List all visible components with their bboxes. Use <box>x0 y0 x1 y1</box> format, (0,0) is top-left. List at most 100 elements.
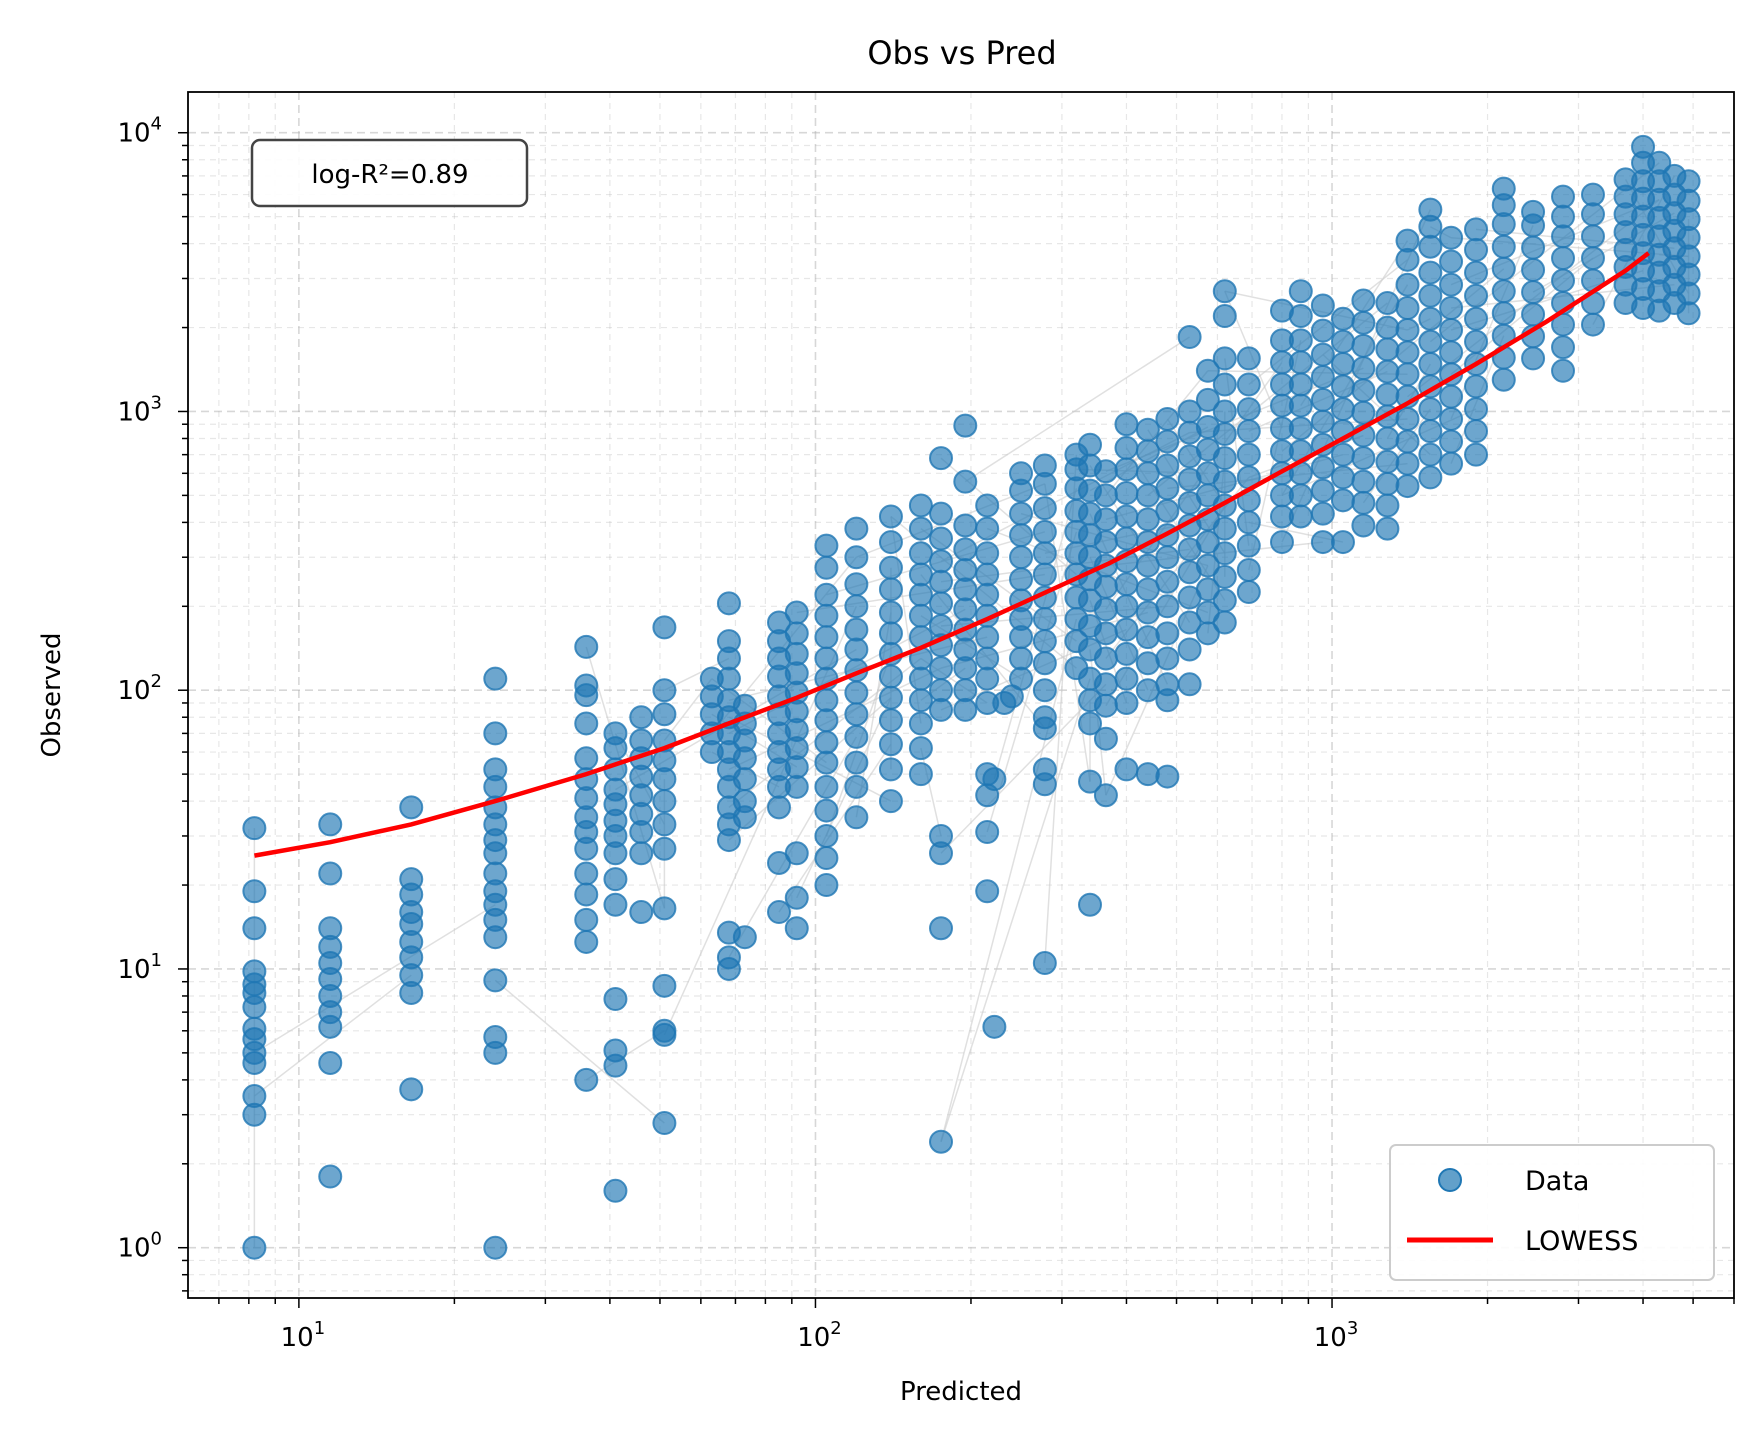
data-point <box>1418 283 1443 308</box>
data-point <box>1551 358 1576 383</box>
data-point <box>929 501 954 526</box>
data-point <box>814 582 839 607</box>
data-point <box>242 1235 267 1260</box>
data-point <box>1551 204 1576 229</box>
data-point <box>574 673 599 698</box>
data-point <box>652 1111 677 1136</box>
data-point <box>574 882 599 907</box>
connector-line <box>964 336 1191 483</box>
data-point <box>975 541 1000 566</box>
data-point <box>1009 501 1034 526</box>
data-point <box>953 597 978 622</box>
data-point <box>1375 382 1400 407</box>
data-point <box>1580 182 1605 207</box>
data-point <box>574 907 599 932</box>
data-point <box>1032 678 1057 703</box>
data-point <box>716 591 741 616</box>
data-point <box>1330 329 1355 354</box>
data-point <box>1236 372 1261 397</box>
y-tick-label: 102 <box>117 671 162 706</box>
data-point <box>1236 580 1261 605</box>
connector-line <box>796 697 892 899</box>
data-point <box>1236 419 1261 444</box>
data-point <box>1114 435 1139 460</box>
data-point <box>814 708 839 733</box>
data-point <box>1212 469 1237 494</box>
data-point <box>1009 461 1034 486</box>
data-point <box>1330 306 1355 331</box>
data-point <box>1093 693 1118 718</box>
data-point <box>1236 533 1261 558</box>
data-point <box>1114 504 1139 529</box>
data-point <box>1236 346 1261 371</box>
data-point <box>1093 574 1118 599</box>
data-point <box>1330 442 1355 467</box>
data-point <box>1195 577 1220 602</box>
data-point <box>1155 594 1180 619</box>
data-point <box>1439 272 1464 297</box>
data-point <box>652 973 677 998</box>
data-points <box>242 134 1701 1260</box>
data-point <box>1418 234 1443 259</box>
y-axis-label: Observed <box>37 632 67 757</box>
data-point <box>1078 711 1103 736</box>
data-point <box>1114 666 1139 691</box>
data-point <box>844 617 869 642</box>
data-point <box>1464 374 1489 399</box>
data-point <box>1135 625 1160 650</box>
data-point <box>844 594 869 619</box>
data-point <box>784 621 809 646</box>
data-point <box>814 750 839 775</box>
data-point <box>1395 296 1420 321</box>
data-point <box>844 572 869 597</box>
data-point <box>784 916 809 941</box>
data-point <box>1521 346 1546 371</box>
lowess-line <box>254 251 1650 858</box>
data-point <box>1093 783 1118 808</box>
data-point <box>1195 358 1220 383</box>
data-point <box>908 582 933 607</box>
data-point <box>953 557 978 582</box>
data-point <box>1647 150 1672 175</box>
data-point <box>814 625 839 650</box>
data-point <box>716 945 741 970</box>
data-point <box>1236 557 1261 582</box>
data-point <box>1155 569 1180 594</box>
data-point <box>1418 419 1443 444</box>
data-point <box>1310 364 1335 389</box>
data-point <box>1114 526 1139 551</box>
data-point <box>652 702 677 727</box>
data-point <box>1093 483 1118 508</box>
data-point <box>1212 304 1237 329</box>
data-point <box>1418 306 1443 331</box>
data-point <box>982 1014 1007 1039</box>
data-point <box>483 968 508 993</box>
data-point <box>1464 283 1489 308</box>
data-point <box>318 1050 343 1075</box>
data-point <box>1009 545 1034 570</box>
data-point <box>975 493 1000 518</box>
data-point <box>574 861 599 886</box>
data-point <box>1212 564 1237 589</box>
data-point <box>574 929 599 954</box>
data-point <box>1395 340 1420 365</box>
data-point <box>929 591 954 616</box>
data-point <box>1464 419 1489 444</box>
data-point <box>1114 617 1139 642</box>
data-point <box>878 664 903 689</box>
data-point <box>483 1235 508 1260</box>
data-point <box>629 705 654 730</box>
data-point <box>878 555 903 580</box>
data-point <box>1093 597 1118 622</box>
data-point <box>1032 496 1057 521</box>
data-point <box>1351 400 1376 425</box>
data-point <box>1135 417 1160 442</box>
data-point <box>1212 372 1237 397</box>
data-point <box>1330 352 1355 377</box>
data-point <box>1418 397 1443 422</box>
data-point <box>1551 184 1576 209</box>
data-point <box>1631 134 1656 159</box>
data-point <box>784 641 809 666</box>
data-point <box>1521 199 1546 224</box>
connector-line <box>1207 369 1408 376</box>
